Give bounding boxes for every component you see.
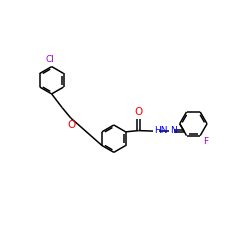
Text: HN: HN	[154, 126, 167, 135]
Text: N: N	[170, 126, 177, 135]
Text: Cl: Cl	[46, 54, 55, 64]
Text: O: O	[134, 107, 143, 117]
Text: F: F	[203, 137, 208, 146]
Text: O: O	[67, 120, 76, 130]
